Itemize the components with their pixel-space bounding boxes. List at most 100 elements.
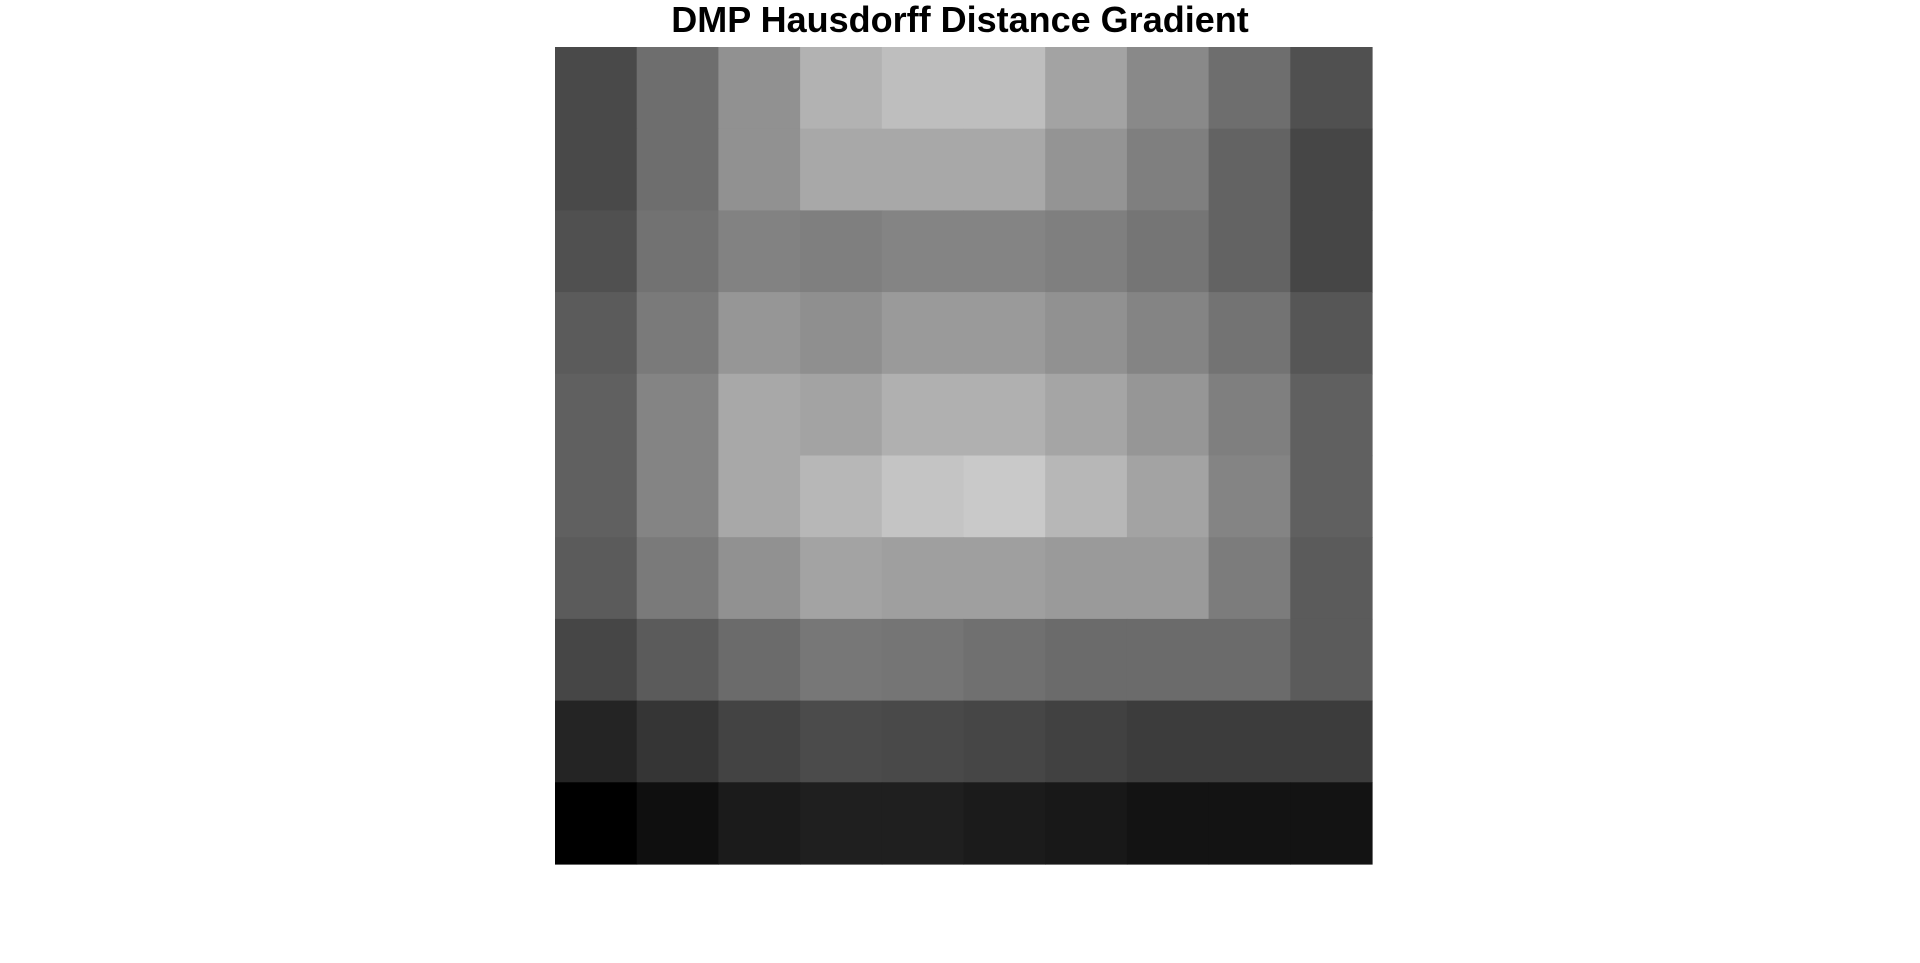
heatmap-cell-r3-c3 <box>800 292 882 374</box>
heatmap-cell-r2-c4 <box>882 210 964 292</box>
heatmap-cell-r3-c0 <box>555 292 637 374</box>
heatmap-cell-r9-c9 <box>1290 782 1372 864</box>
heatmap-cell-r3-c6 <box>1045 292 1127 374</box>
heatmap-cell-r2-c2 <box>718 210 800 292</box>
heatmap-cell-r2-c3 <box>800 210 882 292</box>
heatmap-cell-r3-c5 <box>964 292 1046 374</box>
heatmap-cell-r5-c5 <box>964 456 1046 538</box>
heatmap-cell-r9-c6 <box>1045 782 1127 864</box>
heatmap-cell-r0-c1 <box>637 47 719 129</box>
heatmap-cell-r1-c1 <box>637 129 719 211</box>
heatmap-cell-r6-c9 <box>1290 537 1372 619</box>
heatmap-cell-r6-c5 <box>964 537 1046 619</box>
heatmap-cell-r7-c6 <box>1045 619 1127 701</box>
heatmap-cell-r9-c8 <box>1209 782 1291 864</box>
heatmap-cell-r5-c1 <box>637 456 719 538</box>
heatmap-cell-r5-c3 <box>800 456 882 538</box>
heatmap-cell-r4-c0 <box>555 374 637 456</box>
heatmap-cell-r9-c0 <box>555 782 637 864</box>
heatmap-cell-r4-c8 <box>1209 374 1291 456</box>
heatmap-cell-r4-c7 <box>1127 374 1209 456</box>
heatmap-cell-r8-c4 <box>882 701 964 783</box>
heatmap-cell-r2-c9 <box>1290 210 1372 292</box>
heatmap-cell-r3-c1 <box>637 292 719 374</box>
heatmap-cell-r7-c3 <box>800 619 882 701</box>
heatmap-cell-r7-c5 <box>964 619 1046 701</box>
heatmap-cell-r1-c9 <box>1290 129 1372 211</box>
heatmap-cell-r1-c7 <box>1127 129 1209 211</box>
heatmap-cell-r6-c3 <box>800 537 882 619</box>
heatmap-cell-r4-c4 <box>882 374 964 456</box>
heatmap-cell-r0-c4 <box>882 47 964 129</box>
heatmap-cell-r1-c5 <box>964 129 1046 211</box>
heatmap-cell-r3-c8 <box>1209 292 1291 374</box>
heatmap-cell-r1-c6 <box>1045 129 1127 211</box>
heatmap-cell-r2-c5 <box>964 210 1046 292</box>
heatmap-cell-r9-c4 <box>882 782 964 864</box>
heatmap-cell-r8-c3 <box>800 701 882 783</box>
heatmap-cell-r3-c9 <box>1290 292 1372 374</box>
heatmap-cell-r4-c2 <box>718 374 800 456</box>
heatmap-cell-r0-c9 <box>1290 47 1372 129</box>
heatmap-cell-r8-c1 <box>637 701 719 783</box>
heatmap-cell-r6-c4 <box>882 537 964 619</box>
heatmap-cell-r6-c0 <box>555 537 637 619</box>
heatmap-cell-r8-c9 <box>1290 701 1372 783</box>
heatmap-cell-r4-c5 <box>964 374 1046 456</box>
heatmap-cell-r5-c4 <box>882 456 964 538</box>
heatmap-cell-r0-c7 <box>1127 47 1209 129</box>
heatmap-cell-r7-c0 <box>555 619 637 701</box>
heatmap-cell-r4-c1 <box>637 374 719 456</box>
heatmap-cell-r0-c8 <box>1209 47 1291 129</box>
heatmap-cell-r1-c4 <box>882 129 964 211</box>
heatmap-cell-r6-c8 <box>1209 537 1291 619</box>
heatmap-cell-r5-c0 <box>555 456 637 538</box>
heatmap-cell-r7-c7 <box>1127 619 1209 701</box>
heatmap-cells <box>555 47 1373 865</box>
heatmap-cell-r7-c1 <box>637 619 719 701</box>
heatmap-cell-r2-c1 <box>637 210 719 292</box>
heatmap-cell-r7-c8 <box>1209 619 1291 701</box>
heatmap-cell-r9-c5 <box>964 782 1046 864</box>
heatmap-cell-r4-c9 <box>1290 374 1372 456</box>
heatmap-cell-r8-c7 <box>1127 701 1209 783</box>
heatmap-cell-r6-c2 <box>718 537 800 619</box>
heatmap-cell-r6-c1 <box>637 537 719 619</box>
heatmap-cell-r9-c3 <box>800 782 882 864</box>
heatmap-cell-r9-c2 <box>718 782 800 864</box>
heatmap-cell-r2-c6 <box>1045 210 1127 292</box>
heatmap-cell-r1-c0 <box>555 129 637 211</box>
heatmap-cell-r5-c2 <box>718 456 800 538</box>
heatmap-cell-r2-c7 <box>1127 210 1209 292</box>
heatmap-cell-r8-c0 <box>555 701 637 783</box>
heatmap-cell-r9-c1 <box>637 782 719 864</box>
heatmap-cell-r5-c6 <box>1045 456 1127 538</box>
heatmap-cell-r0-c5 <box>964 47 1046 129</box>
heatmap-cell-r7-c4 <box>882 619 964 701</box>
heatmap-cell-r9-c7 <box>1127 782 1209 864</box>
heatmap-cell-r6-c7 <box>1127 537 1209 619</box>
heatmap-cell-r5-c9 <box>1290 456 1372 538</box>
heatmap-cell-r2-c8 <box>1209 210 1291 292</box>
heatmap-cell-r0-c3 <box>800 47 882 129</box>
heatmap-cell-r8-c5 <box>964 701 1046 783</box>
heatmap-cell-r8-c2 <box>718 701 800 783</box>
heatmap-cell-r0-c0 <box>555 47 637 129</box>
heatmap-cell-r0-c2 <box>718 47 800 129</box>
heatmap-cell-r6-c6 <box>1045 537 1127 619</box>
heatmap-cell-r7-c2 <box>718 619 800 701</box>
heatmap-cell-r5-c7 <box>1127 456 1209 538</box>
heatmap-cell-r1-c3 <box>800 129 882 211</box>
heatmap-cell-r4-c6 <box>1045 374 1127 456</box>
heatmap-cell-r3-c4 <box>882 292 964 374</box>
heatmap-cell-r2-c0 <box>555 210 637 292</box>
heatmap-cell-r7-c9 <box>1290 619 1372 701</box>
heatmap-cell-r4-c3 <box>800 374 882 456</box>
heatmap-cell-r8-c6 <box>1045 701 1127 783</box>
heatmap-cell-r3-c2 <box>718 292 800 374</box>
heatmap-cell-r8-c8 <box>1209 701 1291 783</box>
heatmap-cell-r3-c7 <box>1127 292 1209 374</box>
heatmap-cell-r1-c8 <box>1209 129 1291 211</box>
heatmap-cell-r0-c6 <box>1045 47 1127 129</box>
